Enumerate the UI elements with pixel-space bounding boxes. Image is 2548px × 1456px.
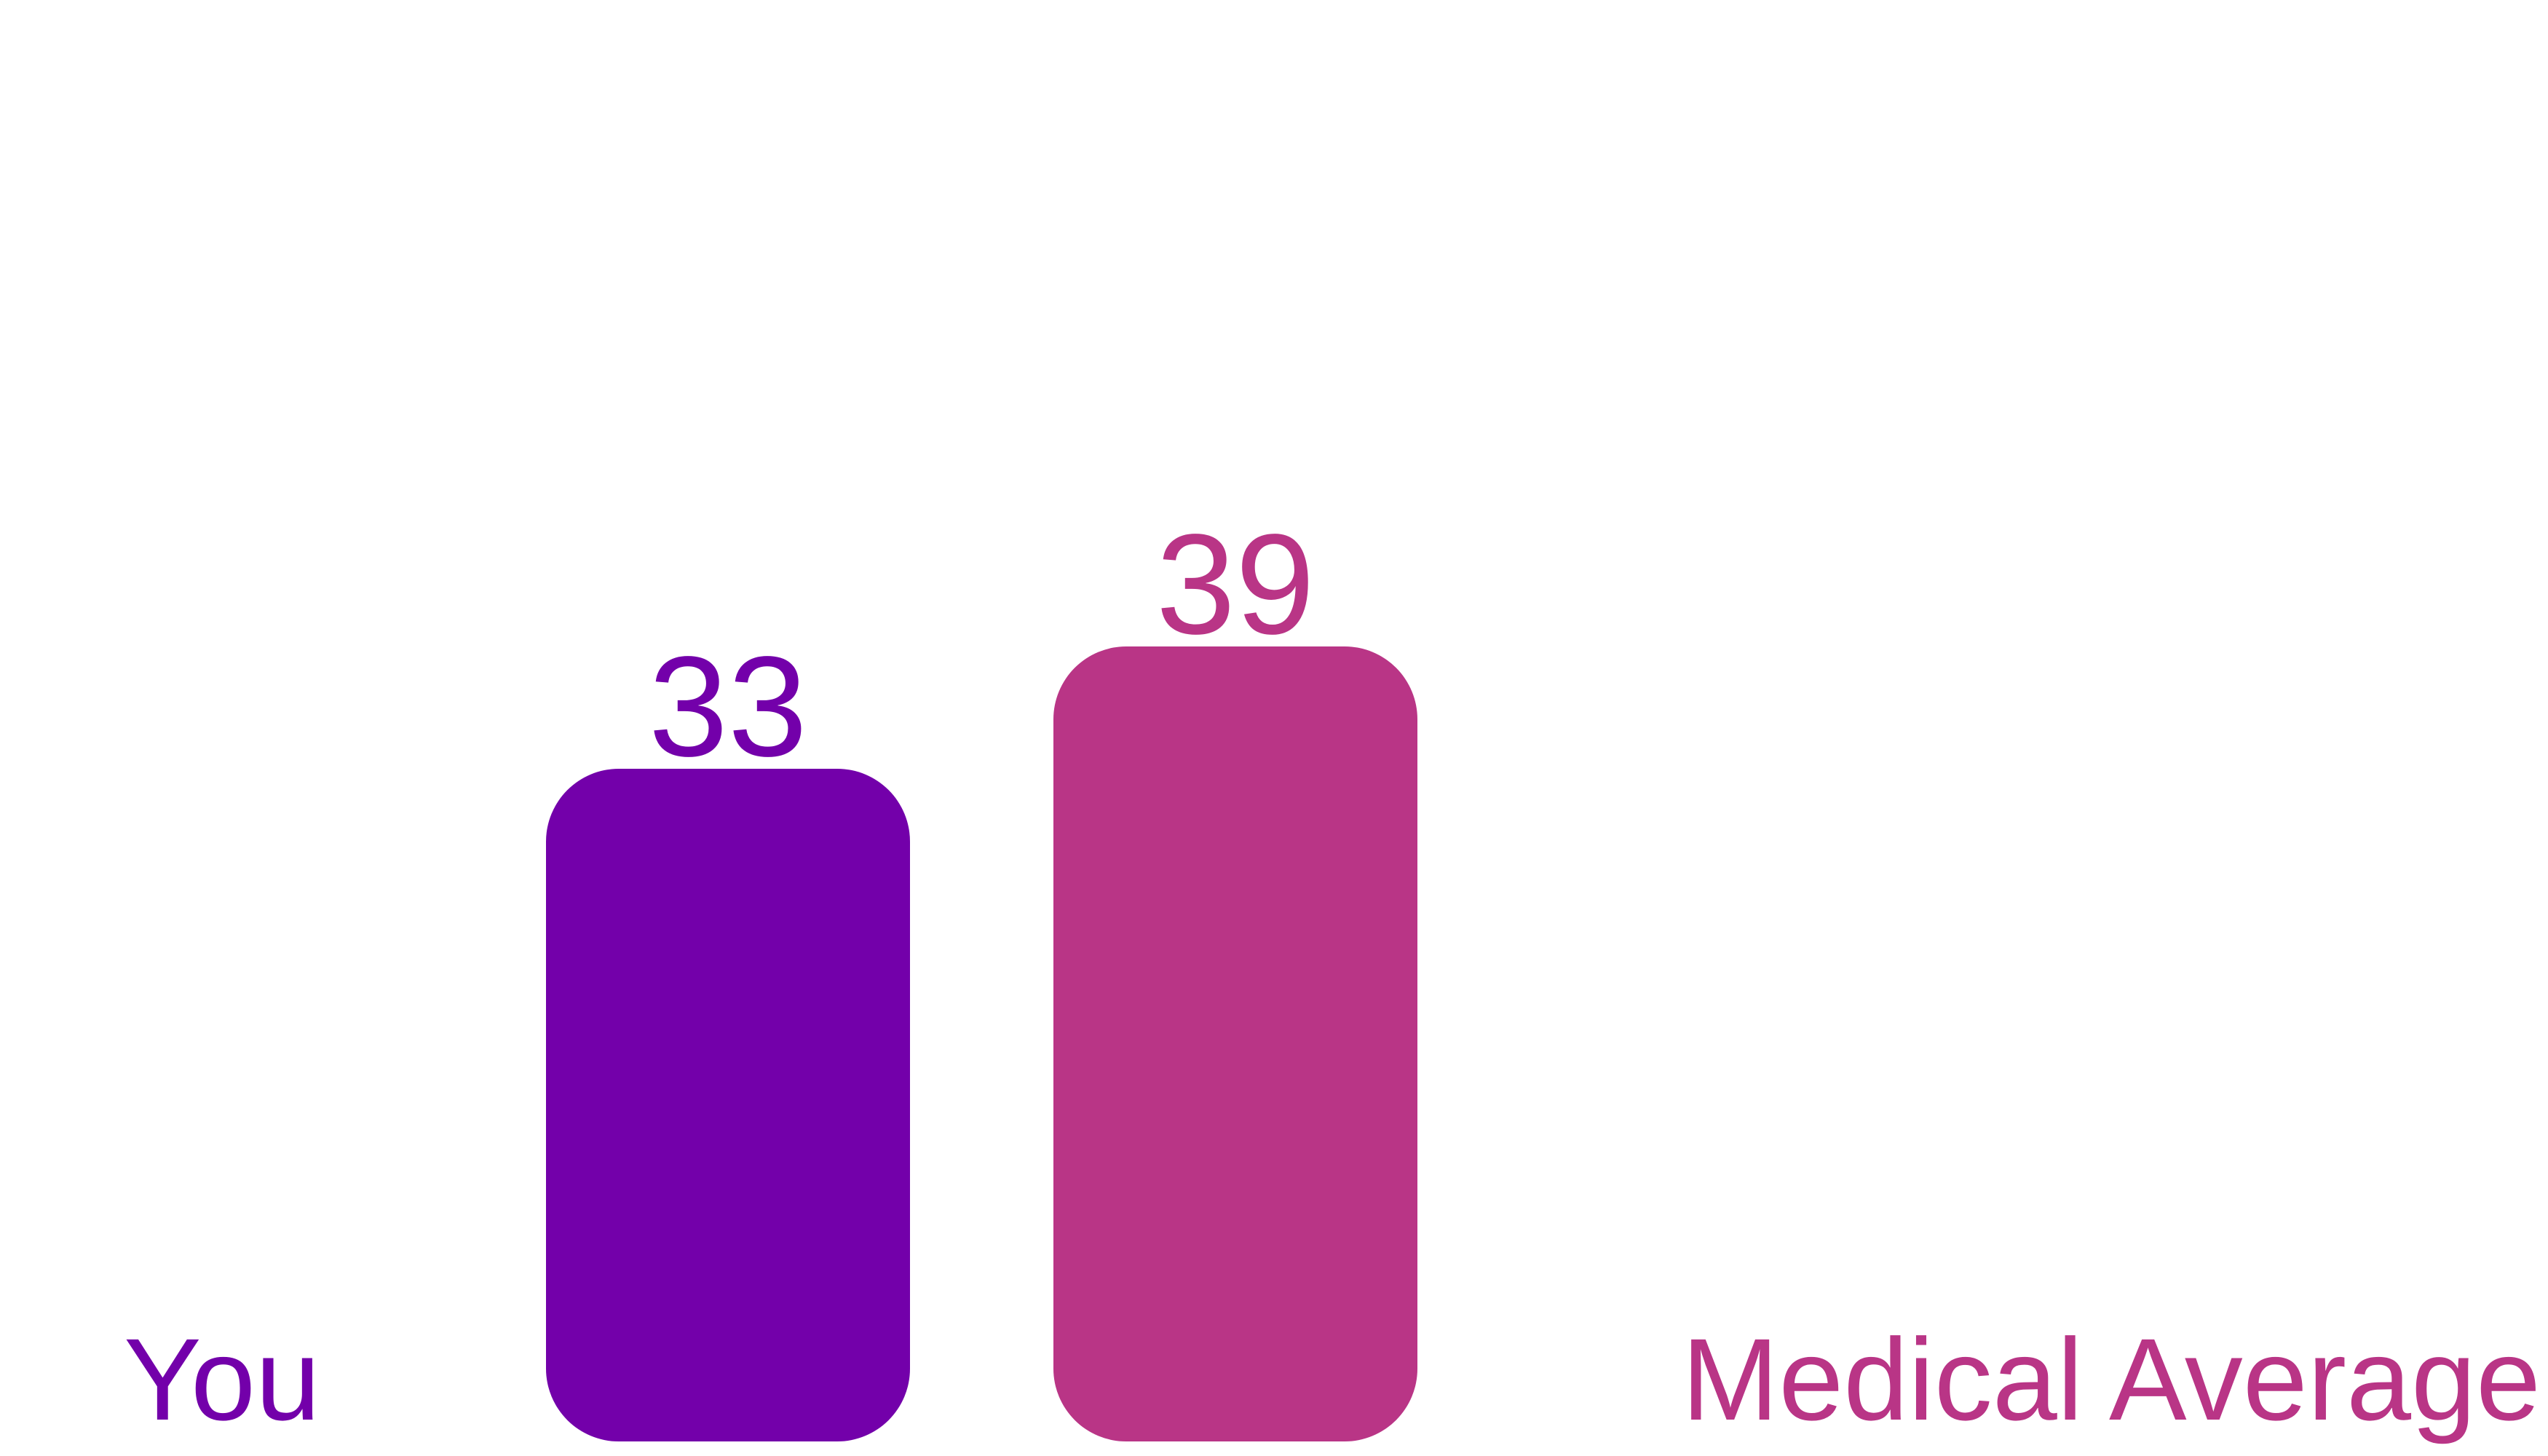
category-label-medical-average: Medical Average <box>1682 1314 2541 1444</box>
bar-you <box>546 769 910 1441</box>
category-label-you: You <box>124 1314 320 1444</box>
data-label-medical-average: 39 <box>1156 505 1315 664</box>
bar-medical-average <box>1053 646 1417 1441</box>
data-label-you: 33 <box>649 627 807 786</box>
value-labels-layer: 33 39 <box>649 505 1315 786</box>
bars-layer <box>546 646 1417 1441</box>
